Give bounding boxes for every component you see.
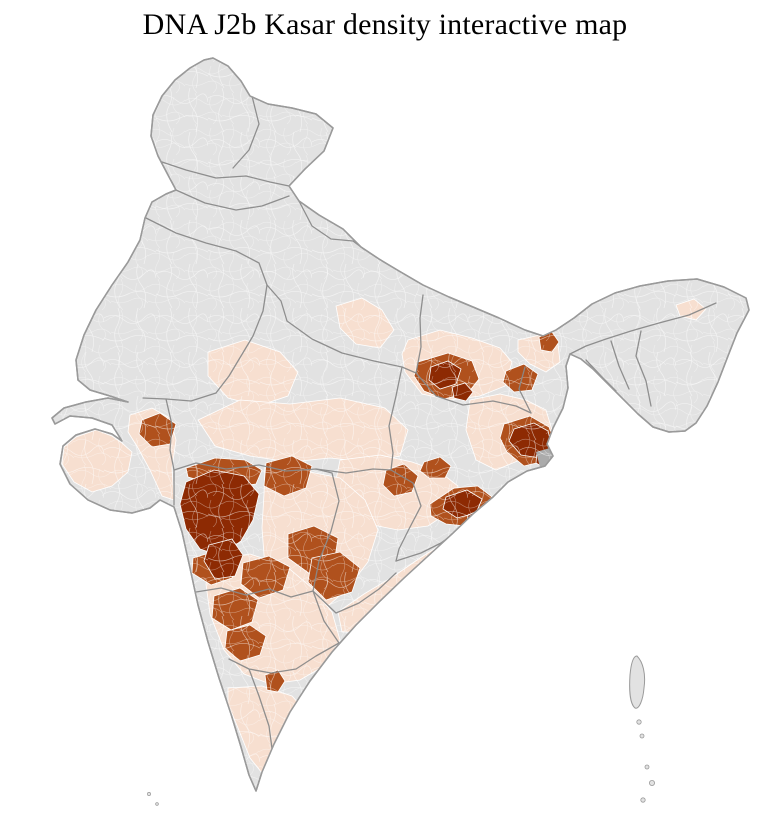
state-border-line xyxy=(610,340,630,390)
state-borders xyxy=(142,95,717,777)
state-border-line xyxy=(312,468,340,592)
state-border-line xyxy=(286,320,417,374)
state-border-line xyxy=(415,294,424,374)
state-border-line xyxy=(415,372,532,414)
state-border-line xyxy=(175,189,290,211)
state-border-line xyxy=(312,572,397,614)
state-border-line xyxy=(142,392,217,402)
state-border-line xyxy=(569,302,717,355)
andaman-islands[interactable] xyxy=(636,719,642,725)
state-border-line xyxy=(518,366,532,414)
state-border-line xyxy=(165,398,175,506)
state-border-line xyxy=(388,366,403,471)
state-border-line xyxy=(145,217,268,286)
andaman-islands[interactable] xyxy=(629,655,646,709)
india-coastline xyxy=(51,57,750,792)
state-border-line xyxy=(173,462,392,474)
lakshadweep-islands[interactable] xyxy=(155,802,159,806)
state-border-line xyxy=(215,284,268,394)
state-border-line xyxy=(266,284,288,322)
nicobar-islands[interactable] xyxy=(644,764,650,770)
state-border-line xyxy=(228,642,340,674)
state-border-line xyxy=(635,330,652,407)
andaman-nicobar-islands[interactable] xyxy=(629,655,656,803)
nicobar-islands[interactable] xyxy=(649,780,656,787)
state-border-line xyxy=(155,159,290,187)
lakshadweep-islands[interactable] xyxy=(147,792,159,806)
state-border-line xyxy=(312,590,340,644)
nicobar-islands[interactable] xyxy=(640,797,646,803)
lakshadweep-islands[interactable] xyxy=(147,792,151,796)
state-border-line xyxy=(390,469,422,562)
state-border-line xyxy=(195,587,314,598)
andaman-islands[interactable] xyxy=(639,733,645,739)
page-title: DNA J2b Kasar density interactive map xyxy=(142,8,628,41)
state-border-line xyxy=(232,95,260,169)
district-borders-texture xyxy=(52,58,749,791)
